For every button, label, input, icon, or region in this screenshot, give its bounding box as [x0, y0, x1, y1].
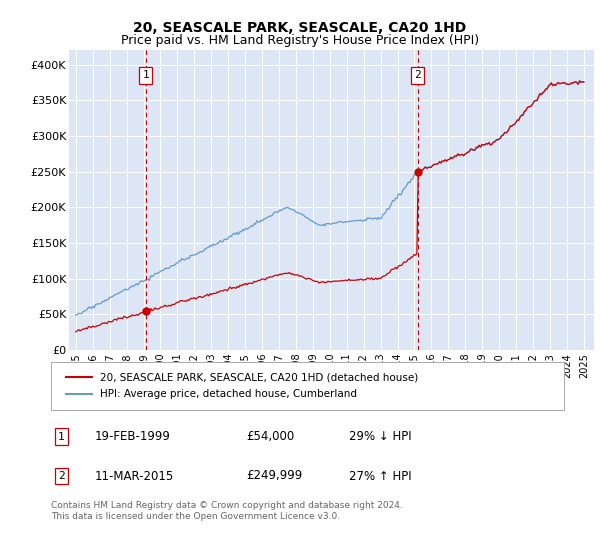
Text: 20, SEASCALE PARK, SEASCALE, CA20 1HD: 20, SEASCALE PARK, SEASCALE, CA20 1HD [133, 21, 467, 35]
Text: £249,999: £249,999 [246, 469, 302, 483]
Text: 27% ↑ HPI: 27% ↑ HPI [349, 469, 411, 483]
Text: 2: 2 [58, 471, 65, 481]
Text: 29% ↓ HPI: 29% ↓ HPI [349, 430, 411, 444]
Legend: 20, SEASCALE PARK, SEASCALE, CA20 1HD (detached house), HPI: Average price, deta: 20, SEASCALE PARK, SEASCALE, CA20 1HD (d… [61, 369, 422, 403]
Text: Contains HM Land Registry data © Crown copyright and database right 2024.
This d: Contains HM Land Registry data © Crown c… [51, 501, 403, 521]
Text: 2: 2 [415, 71, 421, 81]
Text: £54,000: £54,000 [246, 430, 294, 444]
Text: Price paid vs. HM Land Registry's House Price Index (HPI): Price paid vs. HM Land Registry's House … [121, 34, 479, 46]
Text: 19-FEB-1999: 19-FEB-1999 [95, 430, 170, 444]
Text: 1: 1 [58, 432, 65, 442]
Text: 1: 1 [142, 71, 149, 81]
Text: 11-MAR-2015: 11-MAR-2015 [95, 469, 174, 483]
